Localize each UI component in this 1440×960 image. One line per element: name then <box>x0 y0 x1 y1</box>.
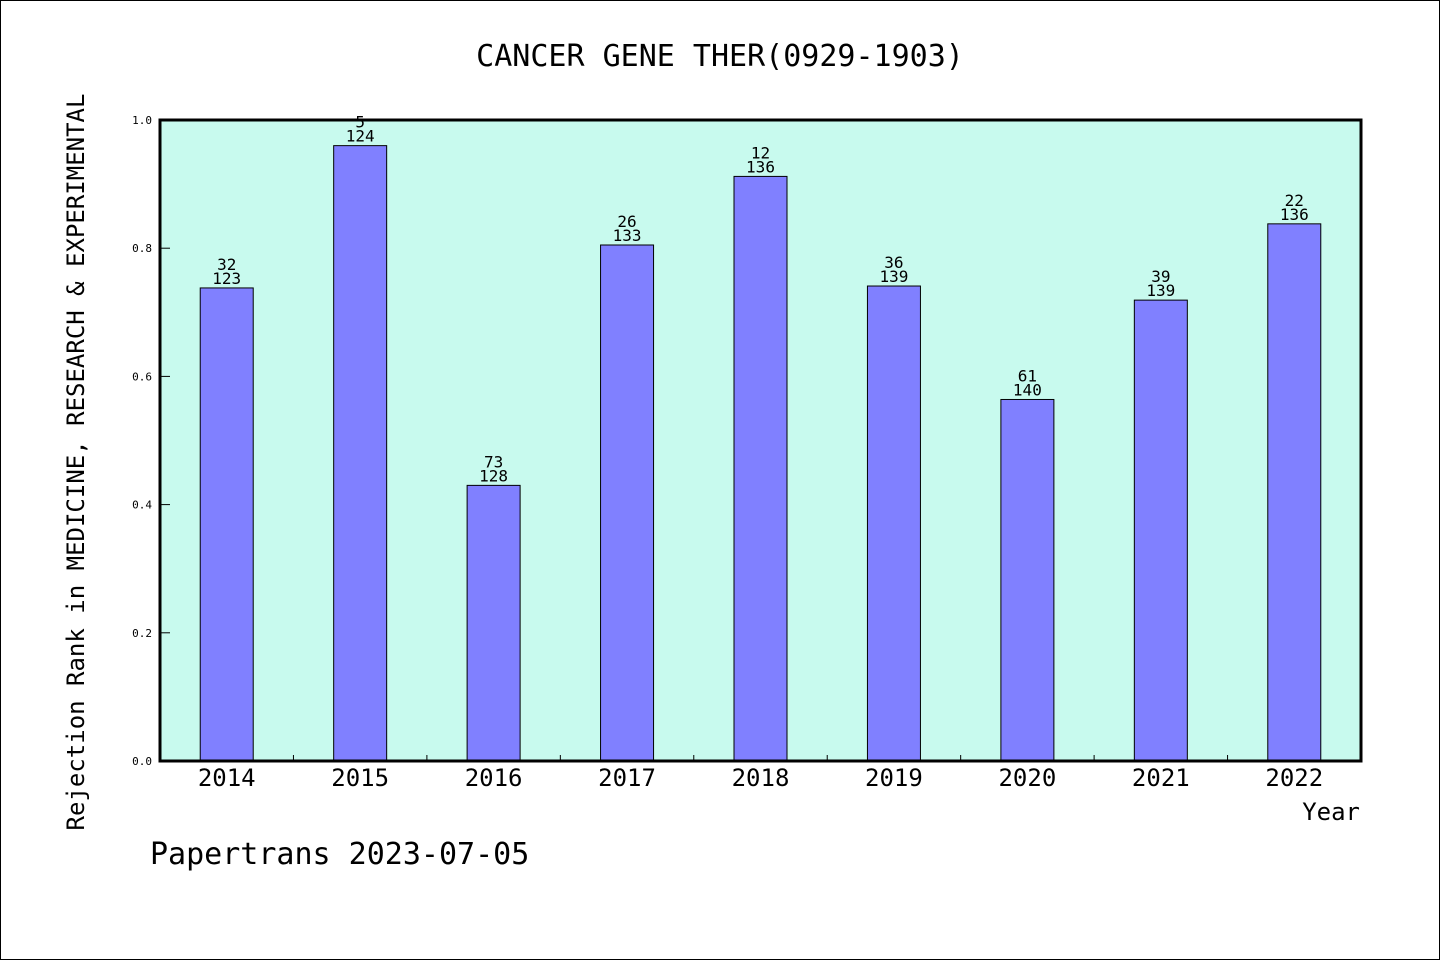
bar-label-bottom-2015: 124 <box>346 127 375 146</box>
bar-label-bottom-2021: 139 <box>1146 281 1175 300</box>
x-tick-label-2021: 2021 <box>1132 764 1190 792</box>
bar-label-bottom-2022: 136 <box>1280 205 1309 224</box>
x-tick-label-2019: 2019 <box>865 764 923 792</box>
bar-label-top-2018: 12 <box>751 143 770 162</box>
bar-2018 <box>733 175 788 762</box>
bar-label-bottom-2014: 123 <box>212 269 241 288</box>
x-axis: 2014 2015 2016 2017 2018 2019 2020 2021 2022 <box>198 755 1323 792</box>
bar-2016 <box>466 484 521 762</box>
bar-label-bottom-2016: 128 <box>479 466 508 485</box>
bar-label-bottom-2017: 133 <box>613 226 642 245</box>
bar-label-top-2022: 22 <box>1285 191 1304 210</box>
bar-2020 <box>1000 398 1055 762</box>
y-tick-label: 0.8 <box>132 242 152 255</box>
y-tick-label: 0.4 <box>132 499 152 512</box>
bar-2022 <box>1267 223 1322 762</box>
bar-label-bottom-2018: 136 <box>746 157 775 176</box>
y-tick-label: 1.0 <box>132 114 152 127</box>
x-tick-label-2016: 2016 <box>465 764 523 792</box>
footer-credit: Papertrans 2023-07-05 <box>150 837 529 872</box>
bar-label-top-2017: 26 <box>617 212 636 231</box>
bar-label-top-2015: 5 <box>355 113 365 132</box>
x-tick-label-2022: 2022 <box>1265 764 1323 792</box>
bar-label-bottom-2020: 140 <box>1013 380 1042 399</box>
x-tick-label-2015: 2015 <box>331 764 389 792</box>
x-tick-label-2018: 2018 <box>732 764 790 792</box>
plot-border <box>158 118 1363 763</box>
x-tick-label-2014: 2014 <box>198 764 256 792</box>
bar-2014 <box>199 287 254 762</box>
bar-2017 <box>600 244 655 762</box>
y-axis: 0.0 0.2 0.4 0.6 0.8 1.0 <box>132 114 170 768</box>
bars-group: 3212351247312826133121363613961140391392… <box>199 113 1322 762</box>
bar-label-bottom-2019: 139 <box>879 267 908 286</box>
bar-label-top-2019: 36 <box>884 253 903 272</box>
bar-label-top-2020: 61 <box>1018 366 1037 385</box>
bar-2019 <box>866 285 921 762</box>
x-axis-label: Year <box>1302 798 1360 826</box>
y-tick-label: 0.2 <box>132 627 152 640</box>
bar-2015 <box>333 145 388 762</box>
y-tick-label: 0.6 <box>132 370 152 383</box>
chart-title: CANCER GENE THER(0929-1903) <box>476 39 964 74</box>
y-tick-label: 0.0 <box>132 755 152 768</box>
x-tick-label-2017: 2017 <box>598 764 656 792</box>
bar-label-top-2021: 39 <box>1151 267 1170 286</box>
x-tick-label-2020: 2020 <box>998 764 1056 792</box>
y-axis-label: Rejection Rank in MEDICINE, RESEARCH & E… <box>62 94 90 831</box>
bar-label-top-2014: 32 <box>217 255 236 274</box>
bar-label-top-2016: 73 <box>484 452 503 471</box>
bar-2021 <box>1133 299 1188 762</box>
